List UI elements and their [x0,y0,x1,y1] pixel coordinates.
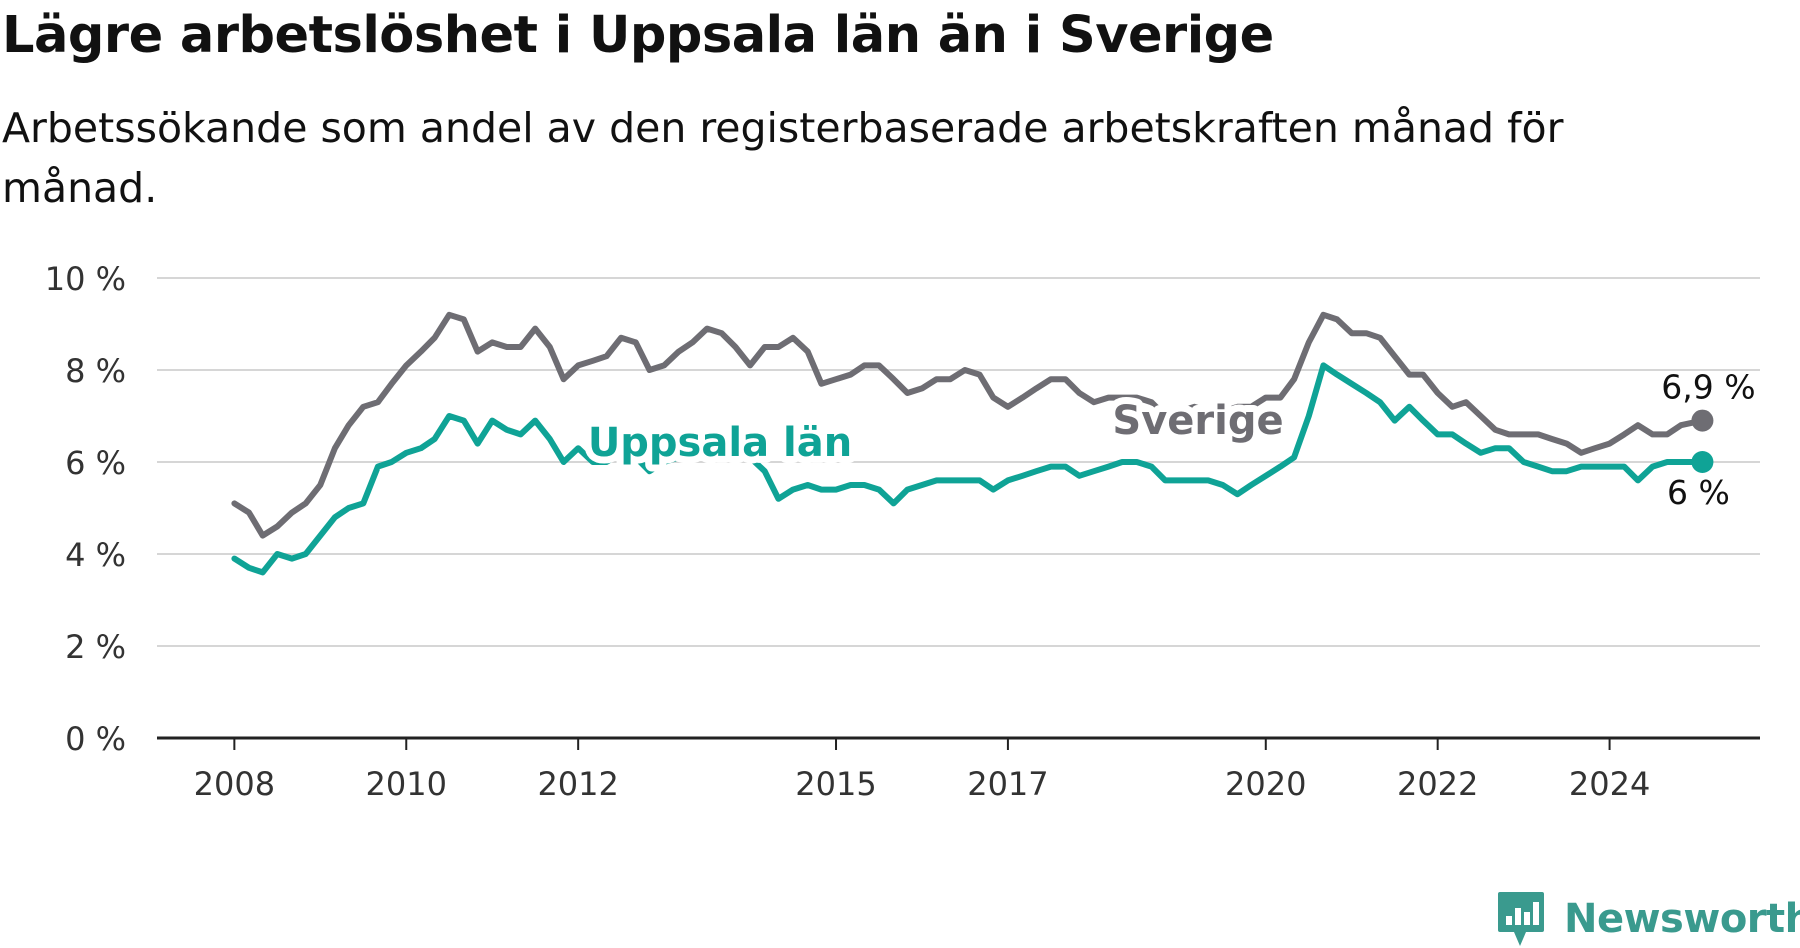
newsworthy-logo-icon [1498,892,1544,946]
y-tick-label: 2 % [65,628,126,666]
series-label-sverige-text: Sverige [1112,398,1283,444]
y-tick-label: 4 % [65,536,126,574]
series-line-uppsala [231,362,1706,576]
series-line-sverige [231,311,1706,539]
series-label-sverige-halo: Sverige [1112,398,1283,444]
brand-name: Newsworthy [1564,896,1800,942]
chart-subtitle: Arbetssökande som andel av den registerb… [2,104,1564,212]
x-tick-label: 2012 [537,765,618,803]
y-tick-label: 8 % [65,352,126,390]
series-lines [231,311,1714,576]
x-tick-label: 2017 [967,765,1048,803]
end-label-uppsala: 6 % [1667,473,1730,512]
y-tick-label: 0 % [65,720,126,758]
gridlines [157,277,1760,647]
x-tick-label: 2015 [795,765,876,803]
end-point-sverige [1691,409,1714,432]
axes: 0 % 2 % 4 % 6 % 8 % 10 % 2008 2010 2012 2015 2017 2… [45,260,1760,803]
x-tick-label: 2020 [1225,765,1306,803]
x-tick-label: 2008 [194,765,275,803]
series-label-uppsala-halo: Uppsala län [588,420,852,466]
end-label-sverige: 6,9 % [1661,368,1755,407]
y-tick-label: 6 % [65,444,126,482]
x-tick-label: 2022 [1397,765,1478,803]
brand-logo: Newsworthy [1496,890,1800,948]
chart-title: Lägre arbetslöshet i Uppsala län än i Sv… [2,6,1274,65]
x-tick-label: 2010 [366,765,447,803]
y-tick-label: 10 % [45,260,126,298]
end-point-uppsala [1691,451,1714,473]
series-label-uppsala-text: Uppsala län [588,420,852,466]
x-tick-label: 2024 [1569,765,1650,803]
